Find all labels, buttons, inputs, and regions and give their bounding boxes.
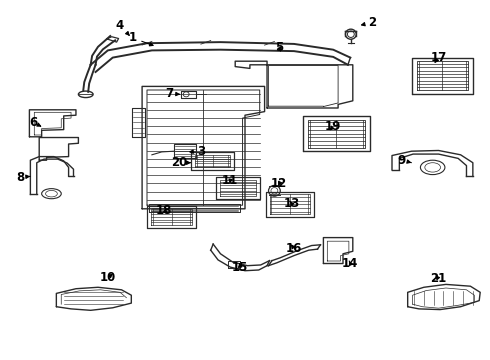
Text: 6: 6 — [29, 116, 41, 129]
Text: 1: 1 — [128, 31, 153, 46]
Text: 21: 21 — [430, 273, 447, 285]
Text: 3: 3 — [190, 145, 205, 158]
Text: 15: 15 — [232, 261, 248, 274]
Text: 18: 18 — [156, 204, 172, 217]
Text: 16: 16 — [286, 242, 302, 255]
Text: 13: 13 — [283, 197, 300, 210]
Text: 12: 12 — [271, 177, 288, 190]
Text: 5: 5 — [275, 41, 283, 54]
Text: 7: 7 — [165, 87, 179, 100]
Text: 19: 19 — [325, 120, 342, 133]
Text: 10: 10 — [99, 271, 116, 284]
Text: 11: 11 — [222, 174, 239, 187]
Text: 4: 4 — [116, 19, 129, 35]
Text: 9: 9 — [398, 154, 412, 167]
Text: 2: 2 — [362, 16, 376, 29]
Text: 14: 14 — [342, 257, 359, 270]
Text: 8: 8 — [17, 171, 30, 184]
Text: 20: 20 — [171, 156, 190, 169]
Text: 17: 17 — [430, 51, 447, 64]
